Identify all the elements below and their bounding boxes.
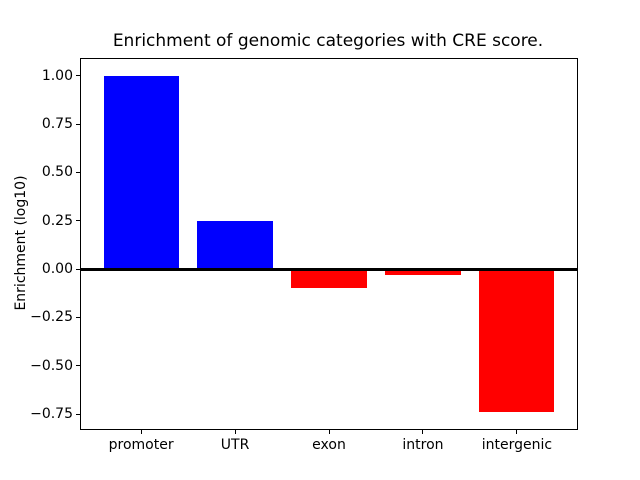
y-tick-label: 0.75	[41, 116, 73, 133]
y-tick-label: −0.50	[30, 357, 73, 374]
y-tick-label: 0.50	[41, 164, 73, 181]
y-tick-label: −0.75	[30, 406, 73, 423]
zero-line	[81, 267, 577, 271]
y-axis-label: Enrichment (log10)	[13, 175, 29, 311]
x-tick-label: intergenic	[481, 437, 553, 453]
x-tick	[328, 430, 330, 434]
y-tick	[76, 171, 80, 173]
x-tick-label: exon	[312, 437, 346, 453]
y-tick-label: 0.00	[41, 261, 73, 278]
x-tick-label: UTR	[220, 437, 250, 453]
y-tick	[76, 316, 80, 318]
y-tick	[76, 268, 80, 270]
y-tick	[76, 75, 80, 77]
x-tick	[140, 430, 142, 434]
y-tick	[76, 413, 80, 415]
y-tick-label: −0.25	[30, 309, 73, 326]
bar-promoter	[103, 75, 179, 270]
y-tick	[76, 123, 80, 125]
x-tick	[422, 430, 424, 434]
x-tick	[516, 430, 518, 434]
y-tick-label: 1.00	[41, 67, 73, 84]
bar-intron	[385, 269, 461, 275]
x-tick	[234, 430, 236, 434]
y-tick-label: 0.25	[41, 212, 73, 229]
x-tick-label: intron	[402, 437, 444, 453]
y-tick	[76, 365, 80, 367]
bar-intergenic	[479, 269, 555, 413]
bar-exon	[291, 269, 367, 289]
y-tick	[76, 220, 80, 222]
chart-title: Enrichment of genomic categories with CR…	[112, 31, 544, 51]
x-tick-label: promoter	[108, 437, 174, 453]
axes: promoter UTR exon intron intergenic 1.00 0.75 0…	[30, 58, 578, 453]
bar-UTR	[197, 220, 273, 270]
